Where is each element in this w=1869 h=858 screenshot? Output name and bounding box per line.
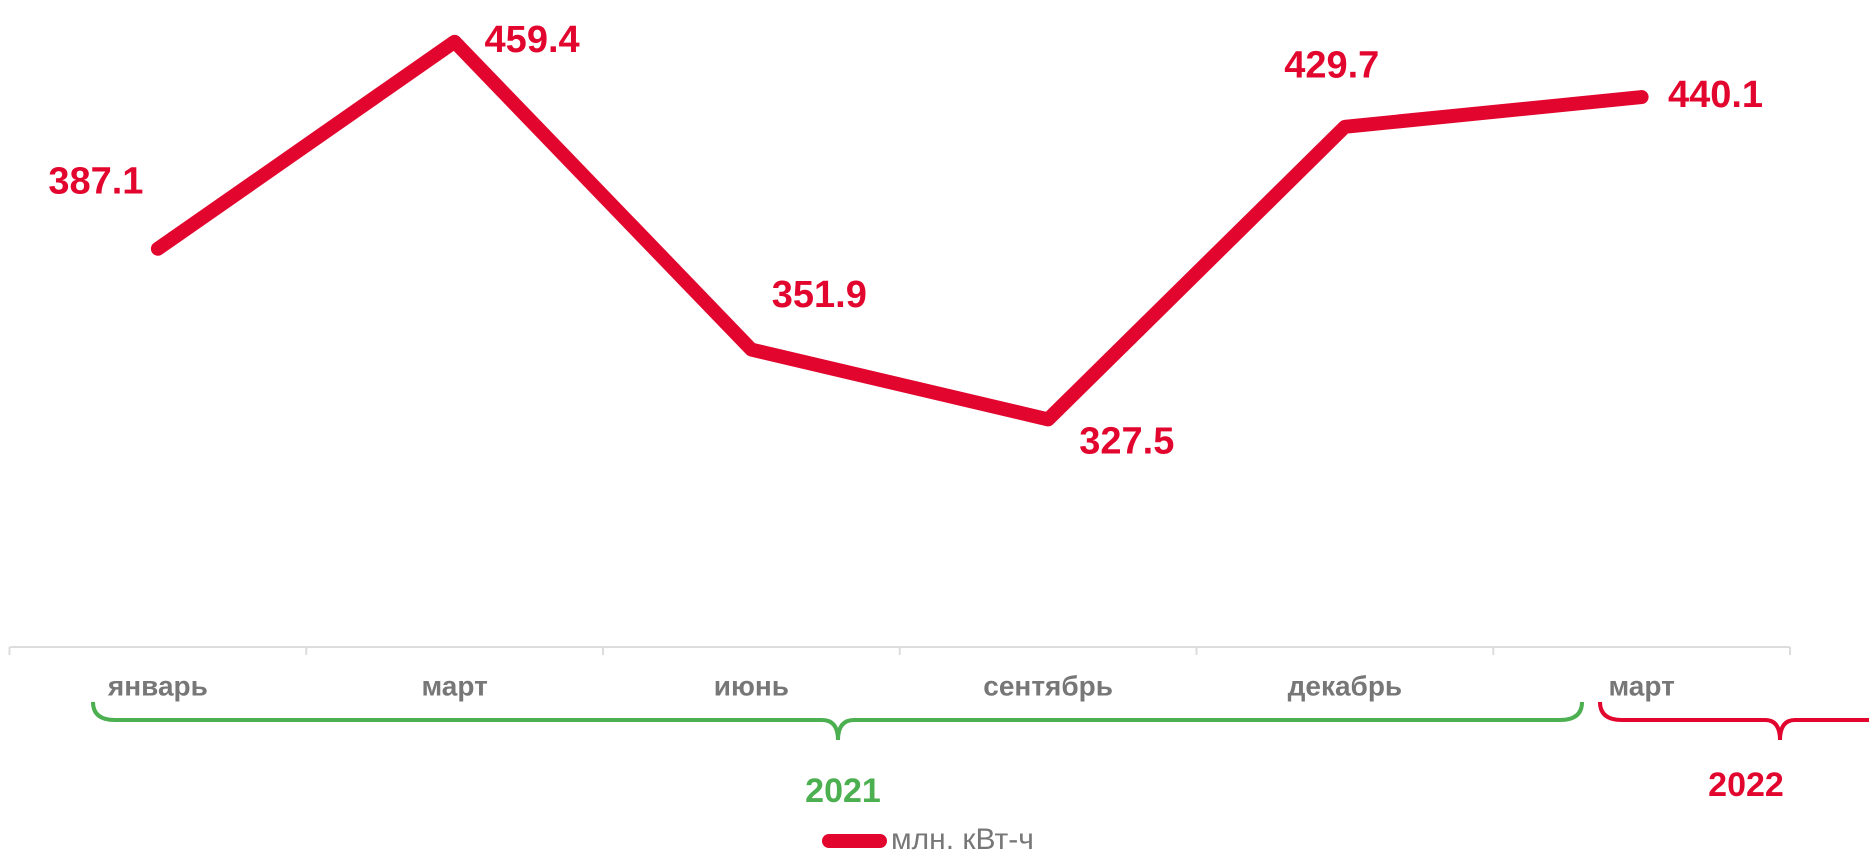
x-tick-label: июнь xyxy=(714,670,789,701)
year-brace xyxy=(1598,701,1869,741)
x-tick-label: январь xyxy=(107,670,208,701)
data-label: 387.1 xyxy=(48,160,143,202)
data-label: 440.1 xyxy=(1668,74,1763,116)
x-tick-label: декабрь xyxy=(1288,670,1403,701)
data-label: 429.7 xyxy=(1284,44,1379,86)
data-line xyxy=(150,34,1649,427)
data-label: 351.9 xyxy=(772,274,867,316)
x-tick-label: сентябрь xyxy=(983,670,1113,701)
year-label: 2021 xyxy=(805,772,881,810)
year-brace xyxy=(91,701,1584,741)
data-label: 459.4 xyxy=(485,19,580,61)
year-label: 2022 xyxy=(1708,766,1784,804)
x-tick-label: март xyxy=(421,670,487,701)
data-label: 327.5 xyxy=(1079,420,1174,462)
x-tick-label: март xyxy=(1608,670,1674,701)
legend-label: млн. кВт-ч xyxy=(891,823,1034,856)
